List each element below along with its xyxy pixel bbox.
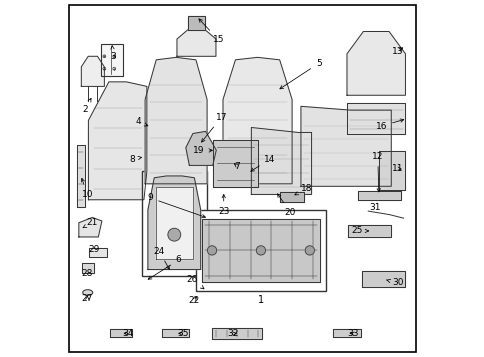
Polygon shape	[148, 176, 200, 270]
Text: 2: 2	[82, 99, 91, 114]
Polygon shape	[346, 103, 405, 134]
Text: 22: 22	[188, 296, 199, 305]
Text: 31: 31	[369, 203, 380, 212]
Polygon shape	[346, 31, 405, 95]
Text: 13: 13	[391, 47, 403, 56]
Text: 4: 4	[135, 117, 148, 126]
Polygon shape	[348, 225, 390, 237]
Polygon shape	[145, 57, 207, 184]
Text: 30: 30	[386, 278, 403, 287]
Circle shape	[207, 246, 216, 255]
Polygon shape	[76, 145, 84, 207]
Polygon shape	[161, 329, 188, 337]
Text: 12: 12	[371, 152, 383, 192]
Circle shape	[304, 246, 314, 255]
Text: 1: 1	[257, 295, 263, 305]
Polygon shape	[82, 263, 94, 273]
Text: 32: 32	[227, 329, 238, 338]
Text: 25: 25	[350, 226, 368, 235]
Polygon shape	[357, 191, 400, 201]
Polygon shape	[212, 328, 261, 338]
Polygon shape	[223, 57, 291, 184]
Polygon shape	[187, 16, 205, 30]
Ellipse shape	[83, 290, 92, 295]
Text: 34: 34	[122, 329, 134, 338]
Text: 10: 10	[81, 178, 93, 199]
Polygon shape	[177, 30, 215, 56]
Text: 15: 15	[198, 19, 224, 44]
Text: 28: 28	[81, 269, 92, 278]
Text: 18: 18	[294, 184, 312, 195]
Polygon shape	[279, 192, 303, 201]
Text: 8: 8	[130, 155, 141, 164]
Text: 24: 24	[153, 247, 169, 269]
Polygon shape	[301, 106, 391, 186]
Text: 9: 9	[147, 193, 205, 218]
Circle shape	[167, 228, 181, 241]
Text: 6: 6	[148, 256, 181, 279]
Polygon shape	[109, 329, 132, 337]
Bar	[141, 171, 207, 276]
Text: 7: 7	[234, 162, 240, 171]
Polygon shape	[89, 247, 107, 257]
Polygon shape	[88, 82, 147, 200]
Text: 23: 23	[218, 195, 229, 216]
Text: 29: 29	[89, 245, 100, 254]
Polygon shape	[251, 127, 311, 195]
Text: 33: 33	[347, 329, 358, 338]
Bar	[196, 210, 325, 291]
Text: 16: 16	[375, 119, 403, 131]
Text: 26: 26	[186, 275, 203, 289]
Text: 19: 19	[193, 146, 212, 155]
Polygon shape	[81, 56, 104, 86]
Text: 21: 21	[83, 218, 97, 228]
Polygon shape	[79, 217, 102, 237]
Polygon shape	[155, 187, 193, 259]
Circle shape	[256, 246, 265, 255]
Text: 14: 14	[250, 155, 275, 171]
Polygon shape	[212, 140, 257, 187]
Text: 5: 5	[279, 59, 321, 89]
Text: 11: 11	[391, 164, 403, 173]
Polygon shape	[362, 271, 404, 287]
Polygon shape	[185, 131, 216, 165]
Polygon shape	[378, 151, 404, 190]
Text: 35: 35	[177, 329, 188, 338]
Polygon shape	[202, 218, 319, 282]
Bar	[101, 44, 122, 76]
Text: 27: 27	[81, 294, 93, 303]
Text: 17: 17	[201, 113, 227, 142]
Polygon shape	[332, 329, 361, 337]
Text: 20: 20	[277, 194, 295, 217]
Text: 3: 3	[110, 46, 116, 61]
